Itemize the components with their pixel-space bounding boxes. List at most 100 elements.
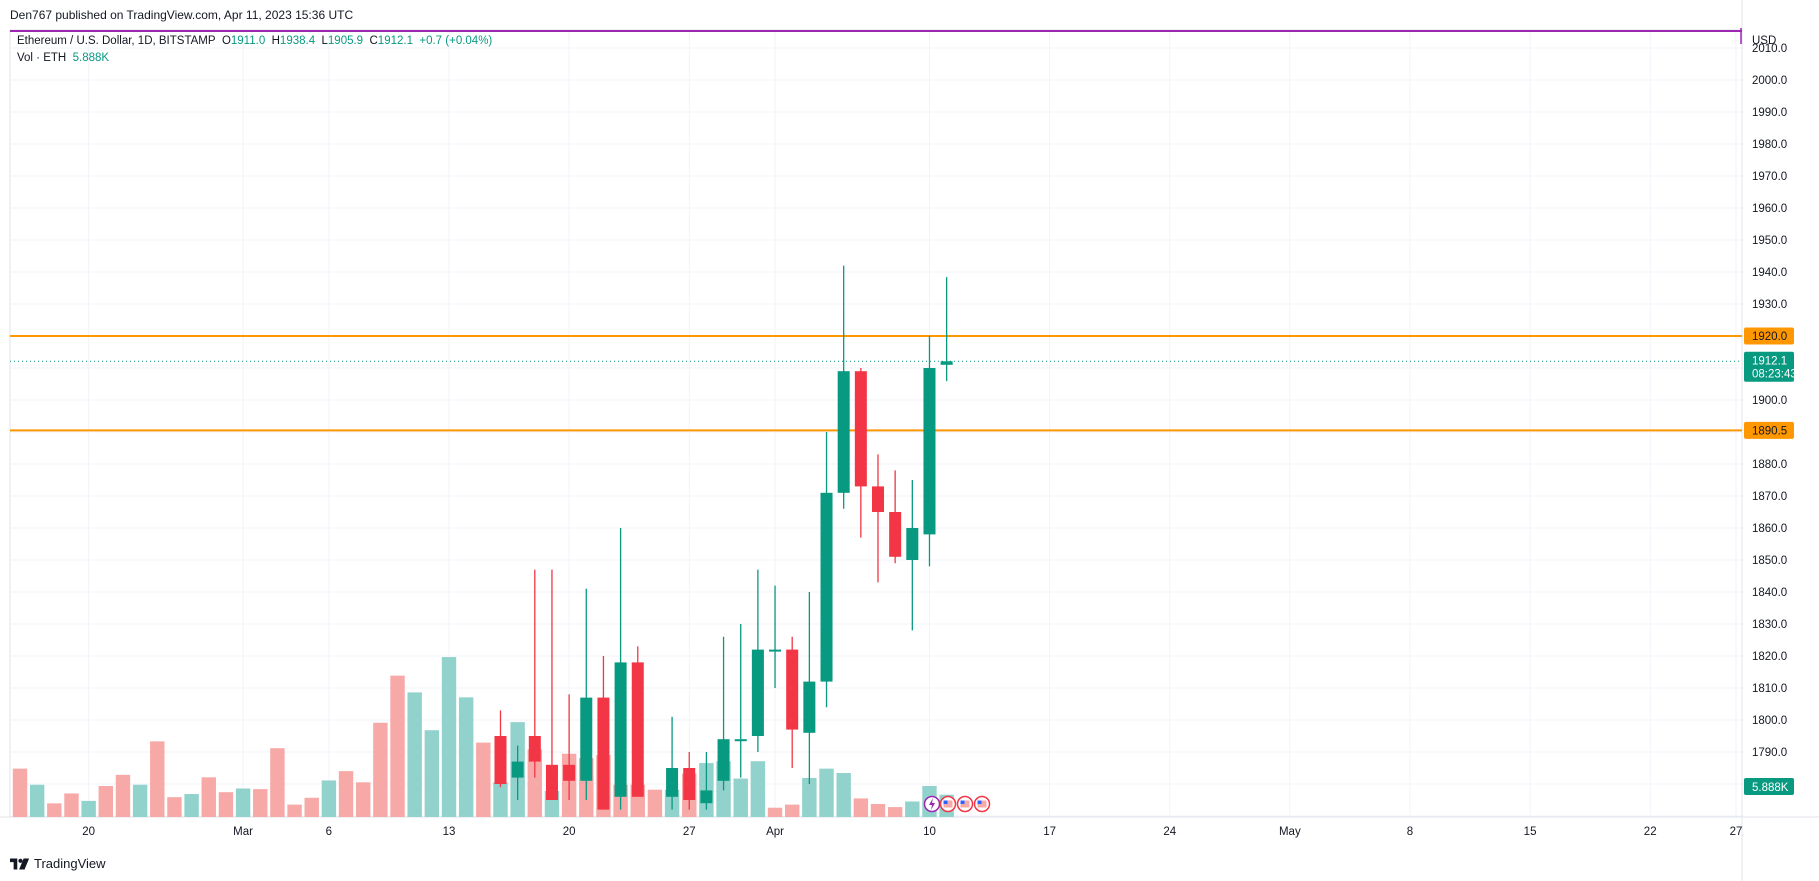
tradingview-logo-icon [10, 858, 30, 869]
price-axis[interactable]: 1780.01790.01800.01810.01820.01830.01840… [1744, 35, 1797, 795]
candle-body [923, 368, 936, 535]
time-tick-label: 20 [563, 826, 576, 838]
volume-bar [355, 782, 371, 817]
publish-info: Den767 published on TradingView.com, Apr… [10, 8, 354, 22]
candle-body [666, 768, 679, 797]
time-tick-label: 20 [82, 826, 95, 838]
price-tick-label: 1870.0 [1752, 491, 1787, 503]
volume-bar [870, 803, 886, 817]
volume-bar [150, 741, 165, 817]
volume-bar [12, 768, 28, 817]
level-badge-label: 1920.0 [1752, 331, 1787, 343]
price-tick-label: 1800.0 [1752, 715, 1787, 727]
level-badge-box [1744, 327, 1794, 345]
candle-body [494, 736, 507, 784]
last-price-badge-label: 08:23:43 [1752, 368, 1797, 380]
volume-bar [390, 675, 405, 817]
price-tick-label: 1840.0 [1752, 587, 1787, 599]
time-tick-label: 17 [1043, 826, 1056, 838]
symbol-title[interactable]: Ethereum / U.S. Dollar, 1D, BITSTAMP [17, 35, 216, 47]
price-tick-label: 1970.0 [1752, 171, 1787, 183]
event-markers[interactable] [923, 795, 991, 813]
volume-bar [802, 777, 817, 817]
time-tick-label: 10 [923, 826, 936, 838]
volume-bar [424, 730, 440, 817]
candle-body [734, 739, 747, 742]
candle-body [906, 528, 919, 560]
candle-body [580, 697, 593, 781]
price-tick-label: 1830.0 [1752, 619, 1787, 631]
candle-body [889, 512, 902, 557]
time-tick-label: 24 [1163, 826, 1176, 838]
volume-badge-box [1744, 778, 1794, 795]
candle-body [769, 649, 782, 652]
time-tick-label: 27 [683, 826, 696, 838]
volume-bar [235, 788, 251, 817]
footer-brand[interactable]: TradingView [10, 856, 106, 871]
candles [494, 265, 953, 810]
candle-body [751, 649, 764, 736]
price-tick-label: 1790.0 [1752, 747, 1787, 759]
flag-canton [943, 800, 948, 804]
volume-bar [887, 807, 903, 817]
price-tick-label: 1820.0 [1752, 651, 1787, 663]
volume-bar [476, 742, 491, 817]
volume-bar [373, 722, 388, 817]
volume-label[interactable]: Vol · ETH [17, 52, 67, 64]
flag-canton [960, 800, 965, 804]
volume-bar [853, 798, 869, 817]
volume-bar [767, 807, 783, 817]
volume-bar [321, 780, 337, 817]
open-label: O [221, 35, 231, 47]
price-tick-label: 1980.0 [1752, 139, 1787, 151]
candle-body [614, 662, 627, 797]
price-tick-label: 1860.0 [1752, 523, 1787, 535]
volume-bar [253, 789, 268, 817]
chart-frame [9, 29, 1743, 818]
volume-bar [167, 797, 182, 817]
volume-bar [338, 771, 354, 817]
candle-body [871, 486, 885, 512]
candle-body [803, 681, 816, 733]
volume-bar [836, 772, 851, 817]
volume-bar [270, 748, 285, 817]
time-tick-label: 27 [1730, 826, 1743, 838]
volume-bar [132, 784, 148, 817]
candle-body [786, 649, 799, 730]
volume-bar [218, 792, 234, 817]
candle-body [940, 361, 953, 365]
time-axis[interactable]: 20 Mar 6 13 20 27 Apr 10 17 24 May 8 15 22 27 [82, 826, 1742, 838]
candle-body [597, 697, 610, 810]
horizontal-levels [10, 28, 1742, 432]
volume-bar [47, 803, 62, 817]
volume-legend: Vol · ETH 5.888K [17, 52, 109, 64]
price-tick-label: 1850.0 [1752, 555, 1787, 567]
volume-bar [407, 692, 422, 817]
price-tick-label: 1940.0 [1752, 267, 1787, 279]
time-tick-label: 8 [1407, 826, 1413, 838]
close-label: C [369, 35, 378, 47]
flag-glyph [943, 800, 953, 808]
time-tick-label: 13 [443, 826, 456, 838]
low-label: L [321, 35, 328, 47]
volume-bar [819, 768, 834, 817]
time-tick-label: Apr [766, 826, 784, 838]
time-tick-label: 15 [1524, 826, 1537, 838]
volume-bar [64, 793, 79, 817]
volume-bar [905, 801, 920, 817]
price-tick-label: 1960.0 [1752, 203, 1787, 215]
candle-body [854, 371, 867, 487]
last-price-badge-box [1744, 351, 1794, 382]
price-tick-label: 1880.0 [1752, 459, 1787, 471]
price-tick-label: 1810.0 [1752, 683, 1787, 695]
candle-body [700, 790, 713, 804]
change-value: +0.7 (+0.04%) [419, 35, 493, 47]
last-price-badge-label: 1912.1 [1752, 355, 1787, 367]
volume-bar [493, 782, 508, 817]
volume-bar [527, 749, 543, 817]
high-label: H [271, 35, 280, 47]
flag-glyph [960, 800, 970, 808]
volume-badge-label: 5.888K [1752, 782, 1789, 794]
high-value: 1938.4 [279, 35, 316, 47]
